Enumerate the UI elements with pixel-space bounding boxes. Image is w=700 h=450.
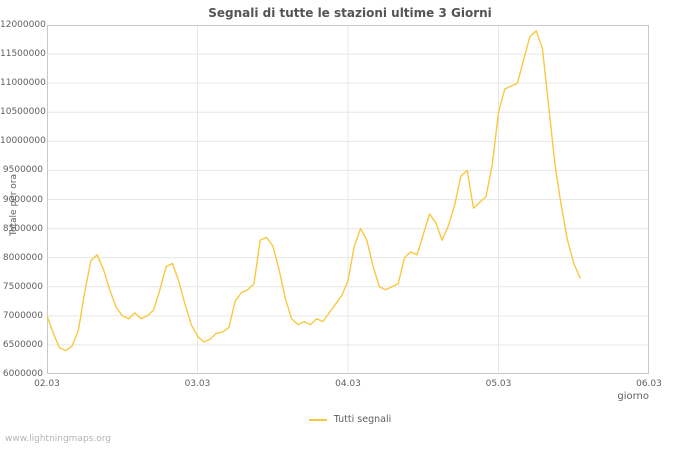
y-tick-label: 9500000 — [2, 165, 43, 176]
chart-title: Segnali di tutte le stazioni ultime 3 Gi… — [208, 6, 492, 20]
legend: Tutti segnali — [0, 414, 700, 425]
y-tick-label: 10000000 — [0, 136, 46, 147]
x-tick-label: 05.03 — [485, 379, 512, 389]
x-axis-label: giorno — [617, 391, 649, 402]
y-tick-label: 7000000 — [2, 310, 43, 321]
x-tick-label: 03.03 — [184, 379, 211, 389]
y-tick-label: 11000000 — [0, 78, 46, 89]
x-tick-label: 06.03 — [636, 379, 662, 389]
plot-area — [47, 25, 649, 374]
legend-series-label: Tutti segnali — [333, 414, 392, 425]
y-tick-label: 12000000 — [0, 20, 46, 30]
x-tick-label: 04.03 — [335, 379, 361, 389]
y-tick-label: 10500000 — [0, 107, 46, 118]
legend-line-swatch — [308, 418, 327, 421]
x-tick-label: 02.03 — [34, 379, 60, 389]
y-tick-label: 6500000 — [2, 339, 43, 350]
y-tick-label: 8000000 — [2, 252, 43, 263]
y-tick-label: 9000000 — [2, 194, 43, 205]
watermark: www.lightningmaps.org — [5, 434, 111, 444]
series-line — [47, 30, 581, 352]
y-tick-label: 6000000 — [2, 369, 43, 379]
y-tick-label: 7500000 — [2, 281, 43, 292]
y-tick-label: 11500000 — [0, 49, 46, 60]
plot-border — [47, 25, 649, 374]
y-tick-label: 8500000 — [2, 223, 43, 234]
